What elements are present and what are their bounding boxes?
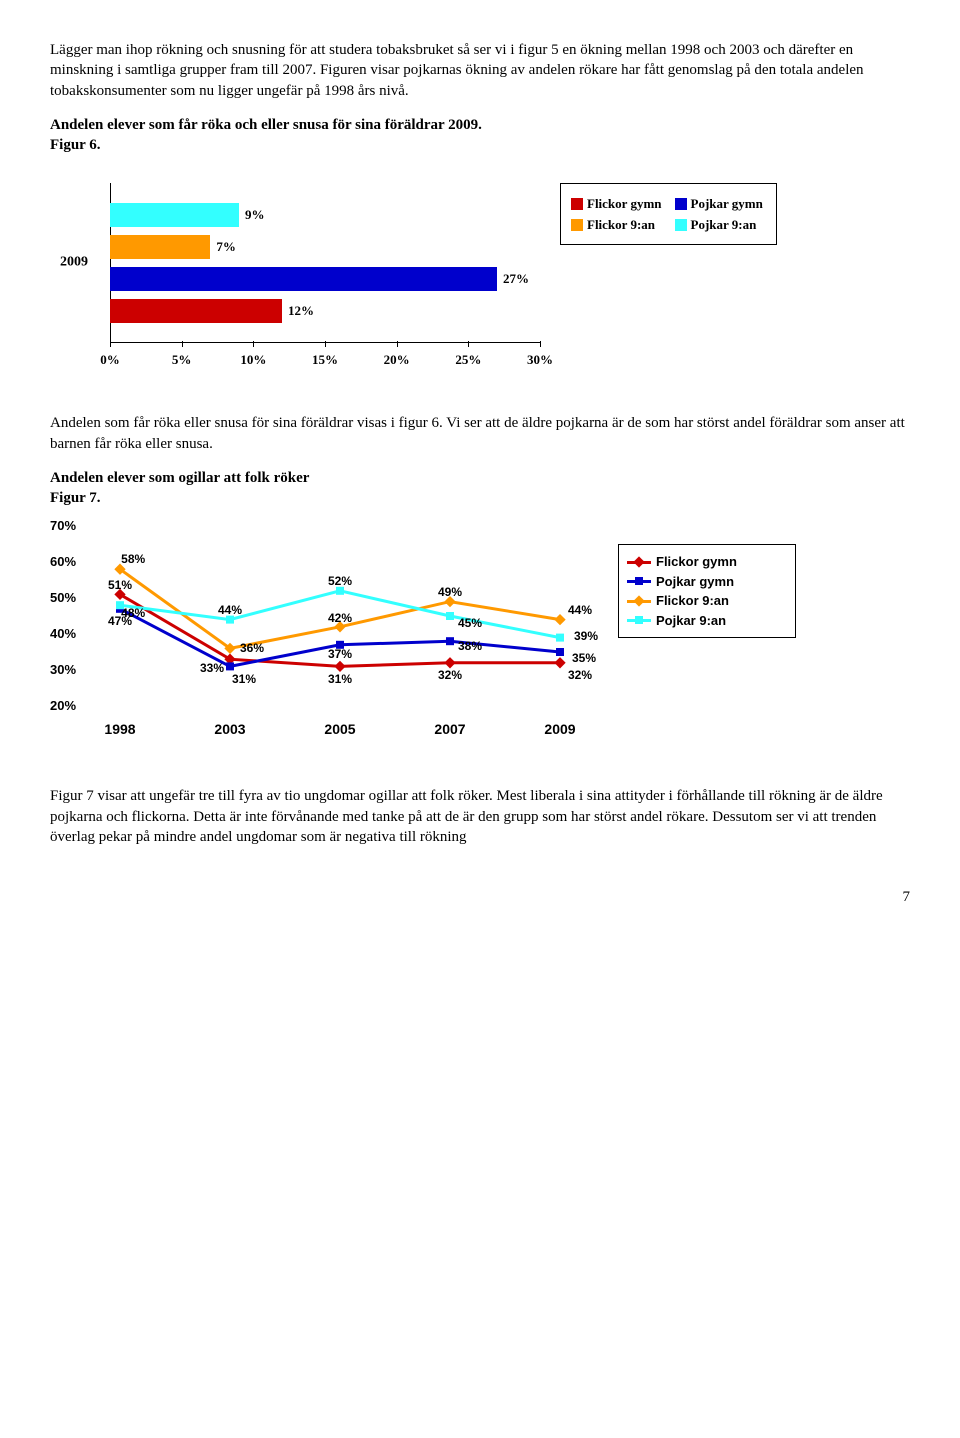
- chart1-tick-label: 20%: [384, 351, 410, 369]
- chart2-ytick: 30%: [50, 661, 76, 679]
- chart1-bar-label: 9%: [245, 206, 265, 224]
- chart2-value-label: 37%: [328, 646, 352, 662]
- chart2-ytick: 70%: [50, 517, 76, 535]
- chart1-tick-label: 0%: [100, 351, 120, 369]
- chart1-tick-label: 10%: [240, 351, 266, 369]
- chart2-value-label: 32%: [568, 667, 592, 683]
- chart2-value-label: 49%: [438, 584, 462, 600]
- chart2-value-label: 38%: [458, 638, 482, 654]
- chart2-value-label: 45%: [458, 615, 482, 631]
- chart2-value-label: 35%: [572, 650, 596, 666]
- chart2-value-label: 33%: [200, 660, 224, 676]
- chart2-value-label: 31%: [232, 671, 256, 687]
- chart2-ytick: 50%: [50, 589, 76, 607]
- chart1-bar: [110, 299, 282, 323]
- chart1-legend: Flickor gymnPojkar gymnFlickor 9:anPojka…: [560, 183, 777, 245]
- chart2-value-label: 36%: [240, 640, 264, 656]
- chart1-tick-label: 15%: [312, 351, 338, 369]
- chart2-value-label: 31%: [328, 671, 352, 687]
- figure-7-chart: 20%30%40%50%60%70%1998200320052007200951…: [50, 526, 910, 766]
- heading-1: Andelen elever som får röka och eller sn…: [50, 115, 910, 156]
- para-1: Lägger man ihop rökning och snusning för…: [50, 40, 910, 101]
- chart2-ytick: 60%: [50, 553, 76, 571]
- chart2-value-label: 58%: [121, 551, 145, 567]
- para-2: Andelen som får röka eller snusa för sin…: [50, 413, 910, 454]
- chart2-xtick: 2007: [434, 720, 465, 739]
- chart2-ytick: 20%: [50, 697, 76, 715]
- chart2-xtick: 2003: [214, 720, 245, 739]
- chart1-tick-label: 25%: [455, 351, 481, 369]
- figure-6-chart: 2009 9% 7% 27% 12% 0% 5% 10% 15% 20% 25% 30% Flickor…: [50, 173, 910, 393]
- heading-2: Andelen elever som ogillar att folk röke…: [50, 468, 910, 509]
- chart2-ytick: 40%: [50, 625, 76, 643]
- chart2-xtick: 2009: [544, 720, 575, 739]
- chart2-value-label: 32%: [438, 667, 462, 683]
- page-number: 7: [50, 887, 910, 907]
- para-3: Figur 7 visar att ungefär tre till fyra …: [50, 786, 910, 847]
- chart1-bar: [110, 267, 497, 291]
- chart1-bar: [110, 203, 239, 227]
- chart2-value-label: 44%: [568, 602, 592, 618]
- chart2-value-label: 42%: [328, 610, 352, 626]
- chart2-xtick: 2005: [324, 720, 355, 739]
- chart2-xtick: 1998: [104, 720, 135, 739]
- chart2-value-label: 52%: [328, 573, 352, 589]
- chart2-value-label: 48%: [121, 605, 145, 621]
- chart2-value-label: 51%: [108, 577, 132, 593]
- chart1-bar: [110, 235, 210, 259]
- chart1-tick-label: 5%: [172, 351, 192, 369]
- chart1-bar-label: 7%: [216, 238, 236, 256]
- chart2-legend: Flickor gymnPojkar gymnFlickor 9:anPojka…: [618, 544, 796, 638]
- chart1-tick-label: 30%: [527, 351, 553, 369]
- chart2-value-label: 44%: [218, 602, 242, 618]
- chart2-value-label: 39%: [574, 628, 598, 644]
- chart1-bar-label: 12%: [288, 302, 314, 320]
- chart1-bar-label: 27%: [503, 270, 529, 288]
- chart1-ylabel: 2009: [60, 254, 88, 273]
